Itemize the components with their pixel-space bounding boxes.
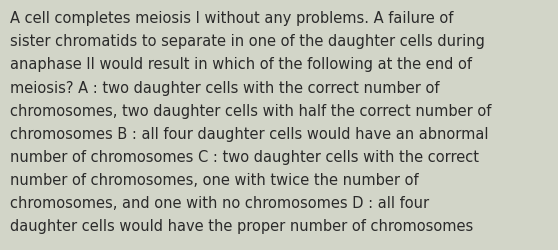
Text: number of chromosomes, one with twice the number of: number of chromosomes, one with twice th… [10, 172, 418, 187]
Text: chromosomes, two daughter cells with half the correct number of: chromosomes, two daughter cells with hal… [10, 103, 492, 118]
Text: meiosis? A : two daughter cells with the correct number of: meiosis? A : two daughter cells with the… [10, 80, 440, 95]
Text: A cell completes meiosis I without any problems. A failure of: A cell completes meiosis I without any p… [10, 11, 454, 26]
Text: number of chromosomes C : two daughter cells with the correct: number of chromosomes C : two daughter c… [10, 149, 479, 164]
Text: chromosomes, and one with no chromosomes D : all four: chromosomes, and one with no chromosomes… [10, 195, 429, 210]
Text: anaphase II would result in which of the following at the end of: anaphase II would result in which of the… [10, 57, 472, 72]
Text: chromosomes B : all four daughter cells would have an abnormal: chromosomes B : all four daughter cells … [10, 126, 489, 141]
Text: sister chromatids to separate in one of the daughter cells during: sister chromatids to separate in one of … [10, 34, 485, 49]
Text: daughter cells would have the proper number of chromosomes: daughter cells would have the proper num… [10, 218, 473, 233]
